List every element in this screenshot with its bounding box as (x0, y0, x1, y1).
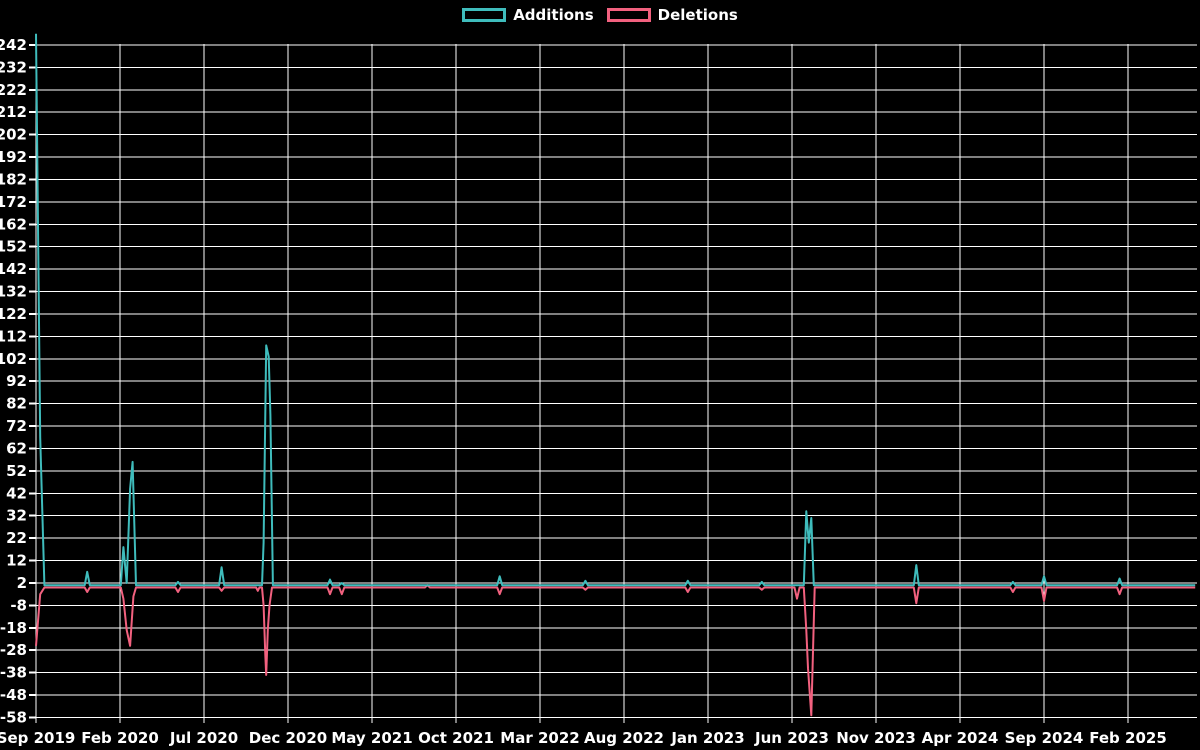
y-tick-label: -38 (0, 664, 27, 682)
y-tick-label: 32 (6, 507, 27, 525)
y-tick-label: 212 (0, 103, 27, 121)
y-tick-label: 182 (0, 170, 27, 188)
additions-line (35, 33, 1196, 587)
x-tick-label: Apr 2024 (922, 729, 999, 747)
legend-item-deletions[interactable]: Deletions (606, 6, 738, 24)
y-tick-label: 202 (0, 126, 27, 144)
y-tick-label: 42 (6, 484, 27, 502)
y-tick-label: 122 (0, 305, 27, 323)
chart-legend: Additions Deletions (0, 6, 1200, 24)
y-tick-label: 112 (0, 327, 27, 345)
x-tick-label: Sep 2024 (1005, 729, 1084, 747)
y-tick-label: 22 (6, 529, 27, 547)
deletions-legend-label: Deletions (657, 6, 738, 24)
x-tick-label: Feb 2020 (81, 729, 159, 747)
y-tick-label: 152 (0, 238, 27, 256)
x-axis-labels: Sep 2019 Feb 2020 Jul 2020 Dec 2020 May 2021… (0, 729, 1167, 747)
y-tick-label: 72 (6, 417, 27, 435)
y-tick-label: 62 (6, 439, 27, 457)
data-series (35, 33, 1196, 717)
y-tick-label: 162 (0, 215, 27, 233)
x-tick-label: Feb 2025 (1089, 729, 1167, 747)
y-tick-label: 82 (6, 395, 27, 413)
additions-swatch (462, 8, 507, 22)
deletions-line (35, 584, 1196, 717)
y-tick-label: -58 (0, 708, 27, 726)
horizontal-gridlines (36, 44, 1197, 718)
x-tick-label: Dec 2020 (249, 729, 328, 747)
y-tick-label: -48 (0, 686, 27, 704)
y-tick-label: -28 (0, 641, 27, 659)
y-tick-label: -8 (10, 596, 27, 614)
y-axis-ticks: 2422322222122021921821721621521421321221… (0, 36, 36, 726)
y-tick-label: 2 (17, 574, 27, 592)
x-tick-label: Aug 2022 (584, 729, 664, 747)
y-tick-label: 12 (6, 552, 27, 570)
y-tick-label: 242 (0, 36, 27, 54)
additions-legend-label: Additions (513, 6, 594, 24)
y-tick-label: 52 (6, 462, 27, 480)
deletions-swatch (606, 8, 651, 22)
y-tick-label: 142 (0, 260, 27, 278)
x-tick-label: May 2021 (331, 729, 412, 747)
y-tick-label: 222 (0, 81, 27, 99)
x-tick-label: Oct 2021 (418, 729, 494, 747)
x-tick-label: Sep 2019 (0, 729, 75, 747)
x-tick-label: Nov 2023 (836, 729, 916, 747)
y-tick-label: -18 (0, 619, 27, 637)
x-tick-label: Mar 2022 (500, 729, 579, 747)
y-tick-label: 172 (0, 193, 27, 211)
y-tick-label: 132 (0, 283, 27, 301)
y-tick-label: 102 (0, 350, 27, 368)
x-tick-label: Jan 2023 (670, 729, 744, 747)
y-tick-label: 232 (0, 58, 27, 76)
x-tick-label: Jul 2020 (169, 729, 238, 747)
vertical-gridlines (35, 44, 1129, 723)
x-tick-label: Jun 2023 (754, 729, 829, 747)
y-tick-label: 92 (6, 372, 27, 390)
legend-item-additions[interactable]: Additions (462, 6, 594, 24)
y-tick-label: 192 (0, 148, 27, 166)
